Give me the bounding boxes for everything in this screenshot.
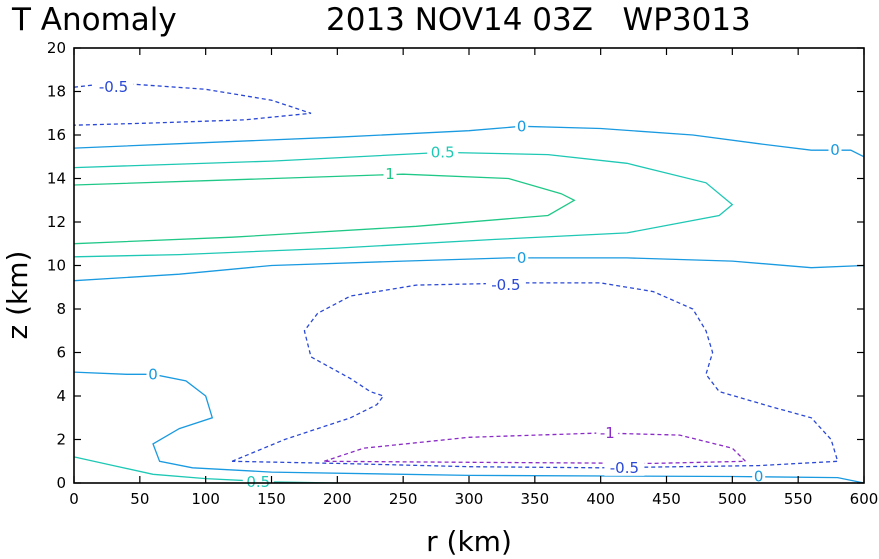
- contour-label-bg: [604, 459, 645, 476]
- contour-line-0p5-2: [73, 151, 734, 258]
- y-axis-label: z (km): [1, 251, 34, 340]
- contour-line-0p5-8: [73, 456, 338, 484]
- contour-label: -0.5: [491, 276, 520, 294]
- contour-line-0-7: [73, 371, 865, 484]
- y-tick-label: 8: [56, 300, 66, 318]
- contour-label: 0: [517, 117, 527, 135]
- contour-label-bg: [752, 468, 766, 485]
- contour-label-bg: [596, 425, 619, 441]
- x-tick-label: 0: [69, 490, 79, 508]
- y-tick-label: 4: [56, 387, 66, 405]
- y-tick-label: 0: [56, 474, 66, 492]
- y-tick-label: 20: [47, 39, 66, 57]
- contour-label-bg: [515, 249, 529, 266]
- x-tick-label: 400: [586, 490, 615, 508]
- contour-label: 0: [517, 249, 527, 267]
- x-tick-label: 150: [257, 490, 286, 508]
- contour-line-1-3: [73, 173, 576, 245]
- contour-label: 1: [385, 165, 395, 183]
- x-tick-label: 500: [718, 490, 747, 508]
- x-tick-label: 100: [191, 490, 220, 508]
- contour-labels: -0.5 0 0 0.5 1 0 -0.5 0 -1 -0.5 0 0.5: [93, 78, 842, 491]
- contour-label-bg: [515, 118, 529, 135]
- contour-lines: [73, 82, 865, 484]
- x-tick-label: 550: [784, 490, 813, 508]
- contour-label: 0: [148, 365, 158, 383]
- contour-label-bg: [485, 277, 526, 294]
- y-tick-label: 16: [47, 126, 66, 144]
- x-tick-label: 450: [652, 490, 681, 508]
- contour-label: -0.5: [99, 78, 128, 96]
- chart-title-left: T Anomaly: [11, 2, 177, 38]
- x-tick-label: 50: [130, 490, 149, 508]
- contour-label-bg: [383, 166, 397, 183]
- contour-line-neg1-6: [323, 432, 748, 465]
- plot-frame: [73, 47, 865, 484]
- y-tick-label: 18: [47, 83, 66, 101]
- chart-title-right: 2013 NOV14 03Z WP3013: [326, 2, 751, 38]
- x-axis: 0 50 100 150 200 250 300 350 400 450 500 550 600: [69, 48, 878, 508]
- contour-label: 0: [830, 141, 840, 159]
- x-tick-label: 300: [455, 490, 484, 508]
- contour-line-0-1: [73, 125, 865, 158]
- contour-line-neg0p5-0: [73, 82, 312, 126]
- x-tick-label: 600: [850, 490, 879, 508]
- contour-label-bg: [828, 142, 842, 159]
- contour-label-bg: [427, 144, 459, 161]
- y-tick-label: 6: [56, 344, 66, 362]
- x-axis-label: r (km): [426, 525, 512, 558]
- y-tick-label: 14: [47, 170, 66, 188]
- contour-label-bg: [242, 473, 274, 490]
- y-tick-label: 12: [47, 213, 66, 231]
- contour-label: 0.5: [246, 473, 270, 491]
- contour-line-0-4: [73, 257, 865, 282]
- contour-label: 0: [754, 468, 764, 486]
- contour-label: -0.5: [610, 459, 639, 477]
- contour-label-bg: [93, 79, 134, 96]
- y-tick-label: 2: [56, 431, 66, 449]
- contour-line-neg0p5-5: [231, 282, 839, 469]
- contour-label: -1: [600, 424, 615, 442]
- y-tick-label: 10: [47, 257, 66, 275]
- contour-label: 0.5: [431, 143, 455, 161]
- x-tick-label: 350: [521, 490, 550, 508]
- x-tick-label: 250: [389, 490, 418, 508]
- x-tick-label: 200: [323, 490, 352, 508]
- contour-label-bg: [146, 366, 160, 383]
